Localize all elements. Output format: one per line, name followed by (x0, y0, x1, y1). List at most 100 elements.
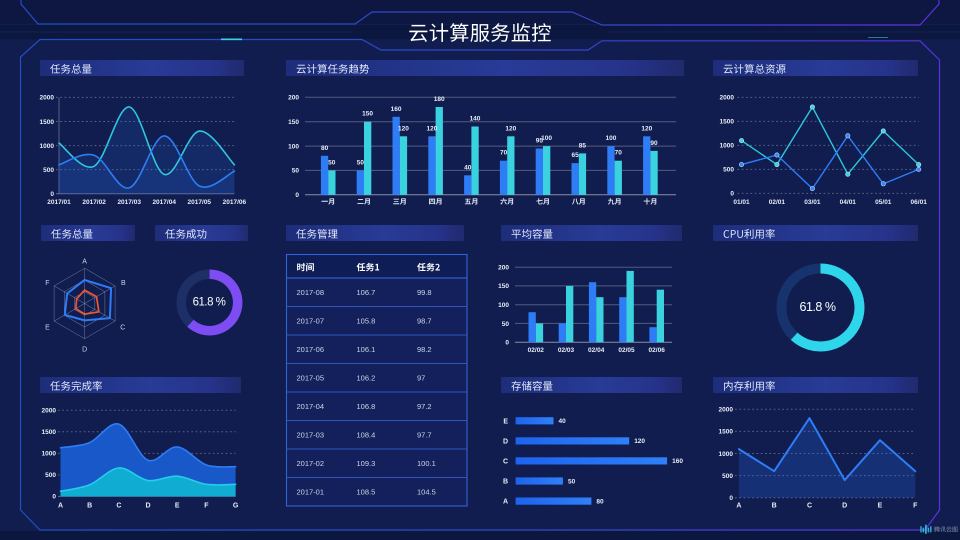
svg-text:05/01: 05/01 (875, 199, 892, 206)
svg-text:06/01: 06/01 (911, 199, 928, 206)
svg-text:02/05: 02/05 (618, 347, 635, 354)
svg-text:120: 120 (398, 125, 409, 132)
svg-text:150: 150 (362, 111, 373, 118)
svg-text:108.4: 108.4 (357, 431, 376, 440)
svg-text:1500: 1500 (40, 119, 55, 126)
svg-text:180: 180 (434, 96, 445, 103)
svg-text:100: 100 (605, 135, 616, 142)
svg-text:2017-07: 2017-07 (297, 317, 325, 326)
svg-text:50: 50 (502, 321, 510, 328)
svg-text:B: B (772, 503, 777, 510)
svg-text:C: C (120, 324, 125, 331)
svg-text:61.8 %: 61.8 % (193, 297, 226, 309)
svg-text:C: C (503, 458, 508, 465)
svg-text:97.7: 97.7 (417, 431, 432, 440)
svg-text:97.2: 97.2 (417, 402, 432, 411)
svg-text:0: 0 (730, 191, 734, 198)
svg-text:50: 50 (292, 168, 300, 175)
svg-text:0: 0 (729, 495, 733, 502)
svg-text:70: 70 (500, 150, 508, 157)
svg-text:1000: 1000 (719, 451, 734, 458)
svg-text:100: 100 (288, 143, 299, 150)
svg-text:2017-06: 2017-06 (297, 345, 325, 354)
svg-text:02/04: 02/04 (588, 347, 605, 354)
svg-text:02/03: 02/03 (558, 347, 575, 354)
svg-text:50: 50 (357, 159, 365, 166)
svg-text:97: 97 (417, 374, 425, 383)
svg-text:500: 500 (45, 472, 56, 479)
svg-text:150: 150 (288, 119, 299, 126)
svg-text:F: F (913, 503, 918, 510)
svg-text:2017-08: 2017-08 (297, 288, 325, 297)
svg-text:F: F (45, 280, 49, 287)
svg-text:A: A (58, 503, 63, 510)
svg-text:95: 95 (536, 138, 544, 145)
svg-text:106.8: 106.8 (357, 402, 376, 411)
svg-text:50: 50 (568, 478, 576, 485)
svg-text:120: 120 (505, 125, 516, 132)
svg-text:02/01: 02/01 (769, 199, 786, 206)
svg-text:2000: 2000 (40, 95, 55, 102)
svg-text:500: 500 (723, 167, 734, 174)
svg-text:2000: 2000 (720, 95, 735, 102)
svg-text:2017/04: 2017/04 (152, 199, 176, 206)
svg-text:B: B (87, 503, 92, 510)
svg-text:61.8 %: 61.8 % (800, 300, 836, 314)
svg-text:03/01: 03/01 (804, 199, 821, 206)
svg-text:D: D (503, 438, 508, 445)
svg-text:120: 120 (634, 438, 645, 445)
svg-text:0: 0 (50, 191, 54, 198)
svg-text:65: 65 (571, 152, 579, 159)
svg-text:2017/05: 2017/05 (188, 199, 212, 206)
svg-text:04/01: 04/01 (840, 199, 857, 206)
svg-text:D: D (842, 503, 847, 510)
svg-text:1500: 1500 (42, 429, 57, 436)
svg-text:106.1: 106.1 (357, 345, 376, 354)
svg-text:98.2: 98.2 (417, 345, 432, 354)
svg-text:150: 150 (498, 283, 509, 290)
svg-text:85: 85 (579, 142, 587, 149)
svg-text:0: 0 (505, 340, 509, 347)
svg-text:40: 40 (464, 164, 472, 171)
svg-text:200: 200 (498, 265, 509, 272)
svg-text:100: 100 (541, 135, 552, 142)
svg-text:2017/01: 2017/01 (47, 199, 71, 206)
svg-text:80: 80 (596, 498, 604, 505)
svg-text:2017/02: 2017/02 (82, 199, 106, 206)
svg-text:2017-01: 2017-01 (297, 488, 325, 497)
svg-text:1500: 1500 (720, 119, 735, 126)
svg-text:100: 100 (498, 302, 509, 309)
svg-text:98.7: 98.7 (417, 317, 432, 326)
svg-text:02/06: 02/06 (649, 347, 666, 354)
svg-text:E: E (878, 503, 883, 510)
svg-text:1000: 1000 (40, 143, 55, 150)
svg-text:104.5: 104.5 (417, 488, 436, 497)
svg-text:2017/03: 2017/03 (117, 199, 141, 206)
svg-text:99.8: 99.8 (417, 288, 432, 297)
svg-text:2000: 2000 (42, 408, 57, 415)
svg-text:2017-05: 2017-05 (297, 374, 325, 383)
svg-text:160: 160 (391, 106, 402, 113)
svg-text:01/01: 01/01 (733, 199, 750, 206)
svg-text:109.3: 109.3 (357, 459, 376, 468)
svg-text:80: 80 (321, 145, 329, 152)
svg-text:106.7: 106.7 (357, 288, 376, 297)
svg-text:1500: 1500 (719, 429, 734, 436)
svg-text:50: 50 (328, 159, 336, 166)
svg-text:0: 0 (52, 494, 56, 501)
svg-text:A: A (736, 503, 741, 510)
svg-text:F: F (204, 503, 209, 510)
svg-text:D: D (145, 503, 150, 510)
svg-text:C: C (116, 503, 121, 510)
svg-text:40: 40 (559, 418, 567, 425)
svg-text:105.8: 105.8 (357, 317, 376, 326)
svg-text:B: B (503, 479, 508, 486)
svg-text:160: 160 (672, 458, 683, 465)
svg-text:G: G (233, 503, 239, 510)
svg-text:D: D (82, 347, 87, 354)
svg-text:140: 140 (470, 116, 481, 123)
svg-text:2017/06: 2017/06 (223, 199, 247, 206)
svg-text:0: 0 (295, 192, 299, 199)
svg-text:2000: 2000 (719, 407, 734, 414)
svg-text:1000: 1000 (42, 451, 57, 458)
